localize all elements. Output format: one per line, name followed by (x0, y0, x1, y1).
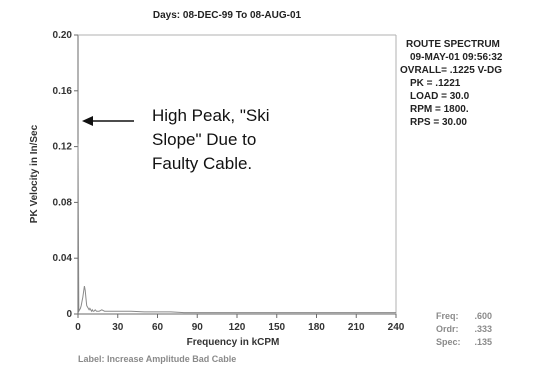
x-tick-label: 60 (152, 322, 164, 333)
x-axis-title: Frequency in kCPM (187, 337, 280, 348)
annotation-text: High Peak, "Ski Slope" Due to Faulty Cable… (152, 106, 270, 173)
y-tick-label: 0.20 (53, 30, 73, 41)
cursor-label: Freq: (436, 311, 459, 321)
y-tick-label: 0.04 (53, 253, 73, 264)
y-tick-label: 0.12 (53, 142, 73, 153)
plot-area (77, 34, 397, 315)
cursor-value: .135 (474, 337, 492, 347)
info-line: ROUTE SPECTRUM (406, 39, 500, 50)
x-tick-label: 30 (112, 322, 124, 333)
spectrum-series-line (77, 143, 396, 314)
cursor-value: .600 (474, 311, 492, 321)
cursor-label: Spec: (436, 337, 461, 347)
cursor-value: .333 (474, 324, 492, 334)
info-panel: ROUTE SPECTRUM 09-MAY-01 09:56:32 OVRALL= … (400, 39, 503, 128)
x-tick-label: 90 (192, 322, 204, 333)
cursor-readout-panel: Freq: .600 Ordr: .333 Spec: .135 (436, 311, 492, 347)
annotation-line: Faulty Cable. (152, 154, 252, 173)
annotation-line: Slope" Due to (152, 130, 256, 149)
footer-label: Label: Increase Amplitude Bad Cable (78, 354, 236, 364)
y-tick-label: 0 (66, 309, 72, 320)
annotation: High Peak, "Ski Slope" Due to Faulty Cable… (82, 106, 270, 173)
x-tick-label: 210 (348, 322, 365, 333)
x-tick-label: 120 (229, 322, 246, 333)
y-tick-label: 0.16 (53, 86, 73, 97)
x-tick-label: 180 (308, 322, 325, 333)
x-tick-group: 0 30 60 90 120 150 180 210 240 (75, 314, 405, 333)
y-tick-label: 0.08 (53, 197, 73, 208)
info-line: LOAD = 30.0 (410, 91, 470, 102)
annotation-line: High Peak, "Ski (152, 106, 270, 125)
annotation-arrow-head (82, 116, 93, 126)
chart-title: Days: 08-DEC-99 To 08-AUG-01 (153, 10, 302, 21)
y-axis-title: PK Velocity in In/Sec (29, 124, 40, 223)
info-line: OVRALL= .1225 V-DG (400, 65, 502, 76)
x-tick-label: 0 (75, 322, 81, 333)
x-tick-label: 240 (388, 322, 405, 333)
x-tick-label: 150 (268, 322, 285, 333)
y-tick-group: 0 0.04 0.08 0.12 0.16 0.20 (53, 30, 78, 320)
info-line: 09-MAY-01 09:56:32 (410, 52, 503, 63)
cursor-label: Ordr: (436, 324, 459, 334)
info-line: RPM = 1800. (410, 104, 469, 115)
info-line: RPS = 30.00 (410, 117, 467, 128)
info-line: PK = .1221 (410, 78, 461, 89)
